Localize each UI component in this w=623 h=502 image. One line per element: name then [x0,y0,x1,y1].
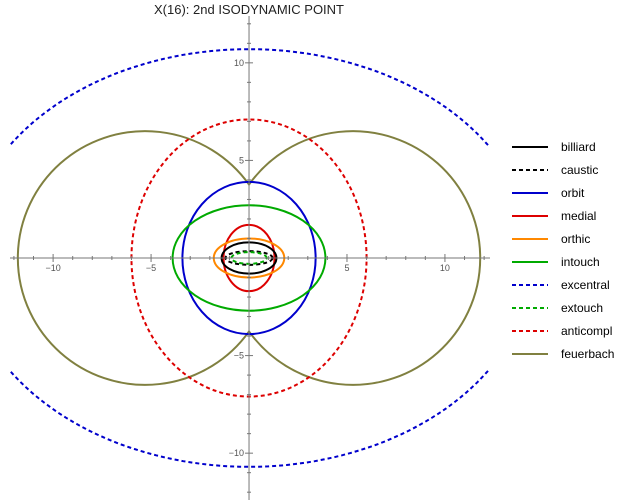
y-tick-label: 10 [234,58,244,68]
y-tick-label: −10 [229,448,244,458]
y-tick-label: 5 [239,155,244,165]
legend-label-anticompl: anticompl [561,324,612,338]
legend: billiard caustic orbit medial orthic intouch e… [512,140,614,361]
legend-label-intouch: intouch [561,255,600,269]
legend-label-billiard: billiard [561,140,596,154]
legend-label-caustic: caustic [561,163,598,177]
legend-label-feuerbach: feuerbach [561,347,614,361]
legend-label-orbit: orbit [561,186,585,200]
legend-label-extouch: extouch [561,301,603,315]
x-tick-label: 5 [344,263,349,273]
legend-label-excentral: excentral [561,278,610,292]
legend-label-orthic: orthic [561,232,590,246]
x-tick-label: −5 [146,263,156,273]
x-tick-label: 10 [440,263,450,273]
series-excentral [9,48,489,468]
legend-label-medial: medial [561,209,596,223]
chart-title: X(16): 2nd ISODYNAMIC POINT [154,2,344,17]
axes-layer: −10 −5 5 10 10 5 −5 −10 [10,16,490,500]
x-tick-label: −10 [45,263,60,273]
y-tick-label: −5 [234,351,244,361]
